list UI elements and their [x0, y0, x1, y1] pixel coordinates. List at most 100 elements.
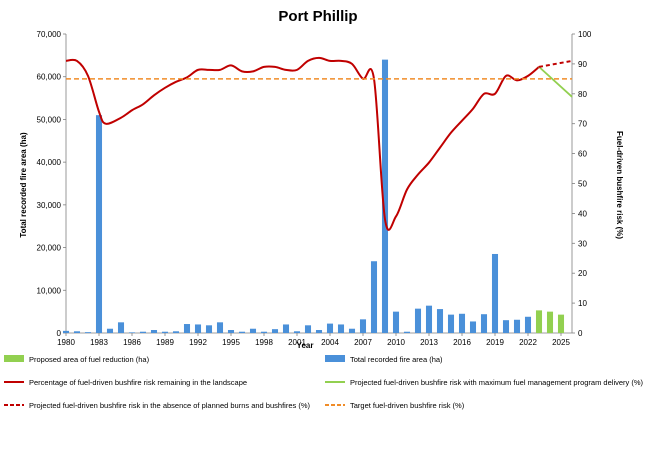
fire-area-bar — [480, 314, 488, 333]
fire-area-bar — [216, 322, 224, 333]
fire-area-bar — [128, 332, 136, 333]
fire-area-bar — [106, 328, 114, 333]
fire-area-bar — [260, 331, 268, 333]
x-tick-label: 1992 — [189, 338, 207, 347]
fuel-reduction-bar — [535, 310, 543, 333]
y-right-tick-label: 10 — [578, 299, 587, 308]
legend-swatch — [4, 355, 24, 362]
y-left-tick-label: 0 — [57, 329, 62, 338]
fire-area-bar — [227, 330, 235, 333]
x-tick-label: 1983 — [90, 338, 108, 347]
fire-area-bar — [491, 253, 499, 333]
fire-area-bar — [315, 330, 323, 333]
x-tick-label: 1995 — [222, 338, 240, 347]
x-tick-label: 2025 — [552, 338, 570, 347]
legend-item: Proposed area of fuel reduction (ha) — [4, 355, 150, 364]
chart-title: Port Phillip — [278, 8, 357, 25]
tick-layer: 0 10,000 20,000 30,000 40,000 50,000 60,000 70,… — [37, 30, 592, 347]
legend-label: Projected fuel-driven bushfire risk with… — [350, 378, 644, 387]
y-left-tick-label: 60,000 — [37, 73, 62, 82]
x-tick-label: 2016 — [453, 338, 471, 347]
legend-item: Total recorded fire area (ha) — [325, 355, 443, 364]
legend-item: Projected fuel-driven bushfire risk with… — [325, 378, 644, 387]
fire-area-bar — [62, 330, 70, 333]
x-tick-label: 2007 — [354, 338, 372, 347]
fire-area-bar — [370, 261, 378, 333]
legend: Proposed area of fuel reduction (ha) Tota… — [4, 355, 644, 410]
legend-label: Proposed area of fuel reduction (ha) — [29, 355, 150, 364]
line-layer — [65, 56, 573, 231]
fire-area-bar — [84, 332, 92, 333]
y-right-tick-label: 20 — [578, 269, 587, 278]
fire-area-bar — [293, 331, 301, 333]
legend-label: Total recorded fire area (ha) — [350, 355, 443, 364]
y-left-tick-label: 40,000 — [37, 158, 62, 167]
fire-area-bar — [161, 331, 169, 333]
fire-area-bar — [238, 331, 246, 333]
fire-area-bar — [205, 325, 213, 333]
fire-area-bar — [425, 305, 433, 333]
x-tick-label: 1998 — [255, 338, 273, 347]
fire-area-bar — [150, 330, 158, 333]
fire-area-bar — [469, 321, 477, 333]
y-right-tick-label: 30 — [578, 239, 587, 248]
risk-remaining-line — [65, 56, 540, 231]
y-left-tick-label: 30,000 — [37, 201, 62, 210]
fire-area-bar — [403, 331, 411, 333]
y-axis-left-title: Total recorded fire area (ha) — [19, 132, 28, 238]
fire-area-bar — [447, 314, 455, 333]
x-tick-label: 2022 — [519, 338, 537, 347]
fire-area-bar — [139, 331, 147, 333]
legend-label: Percentage of fuel-driven bushfire risk … — [29, 378, 247, 387]
fire-area-bar — [381, 59, 389, 333]
legend-label: Target fuel-driven bushfire risk (%) — [350, 401, 465, 410]
x-tick-label: 2010 — [387, 338, 405, 347]
fire-area-bar — [117, 322, 125, 333]
y-right-tick-label: 70 — [578, 120, 587, 129]
fire-area-bar — [183, 324, 191, 333]
y-left-tick-label: 70,000 — [37, 30, 62, 39]
fire-area-bar — [73, 331, 81, 333]
fire-area-bar — [271, 329, 279, 333]
fire-area-bar — [524, 316, 532, 333]
y-right-tick-label: 90 — [578, 60, 587, 69]
y-right-tick-label: 40 — [578, 209, 587, 218]
fire-area-bar — [304, 325, 312, 333]
fire-area-bar — [337, 324, 345, 333]
legend-item: Target fuel-driven bushfire risk (%) — [325, 401, 465, 410]
fire-area-bar — [95, 115, 103, 334]
fire-area-bar — [436, 309, 444, 333]
bar-layer — [62, 59, 565, 334]
x-tick-label: 2004 — [321, 338, 339, 347]
fire-area-bar — [249, 328, 257, 333]
legend-label: Projected fuel-driven bushfire risk in t… — [29, 401, 310, 410]
x-tick-label: 2019 — [486, 338, 504, 347]
y-right-tick-label: 60 — [578, 150, 587, 159]
fire-area-bar — [502, 320, 510, 333]
x-tick-label: 1980 — [57, 338, 75, 347]
y-left-tick-label: 50,000 — [37, 115, 62, 124]
y-right-tick-label: 80 — [578, 90, 587, 99]
fire-area-bar — [326, 323, 334, 333]
fire-area-bar — [282, 324, 290, 333]
x-axis-title: Year — [297, 341, 314, 350]
fuel-reduction-bar — [557, 314, 565, 333]
y-left-tick-label: 10,000 — [37, 286, 62, 295]
x-tick-label: 2013 — [420, 338, 438, 347]
legend-swatch — [325, 355, 345, 362]
fire-area-bar — [392, 311, 400, 333]
fuel-reduction-bar — [546, 311, 554, 333]
projection-max-line — [538, 66, 573, 98]
fire-area-bar — [359, 319, 367, 333]
x-tick-label: 1986 — [123, 338, 141, 347]
y-axis-right-title: Fuel-driven bushfire risk (%) — [615, 131, 624, 239]
fire-area-bar — [348, 328, 356, 333]
x-tick-label: 1989 — [156, 338, 174, 347]
y-left-tick-label: 20,000 — [37, 244, 62, 253]
fire-area-bar — [458, 313, 466, 333]
fire-area-bar — [172, 331, 180, 333]
fire-area-bar — [513, 319, 521, 333]
y-right-tick-label: 50 — [578, 180, 587, 189]
